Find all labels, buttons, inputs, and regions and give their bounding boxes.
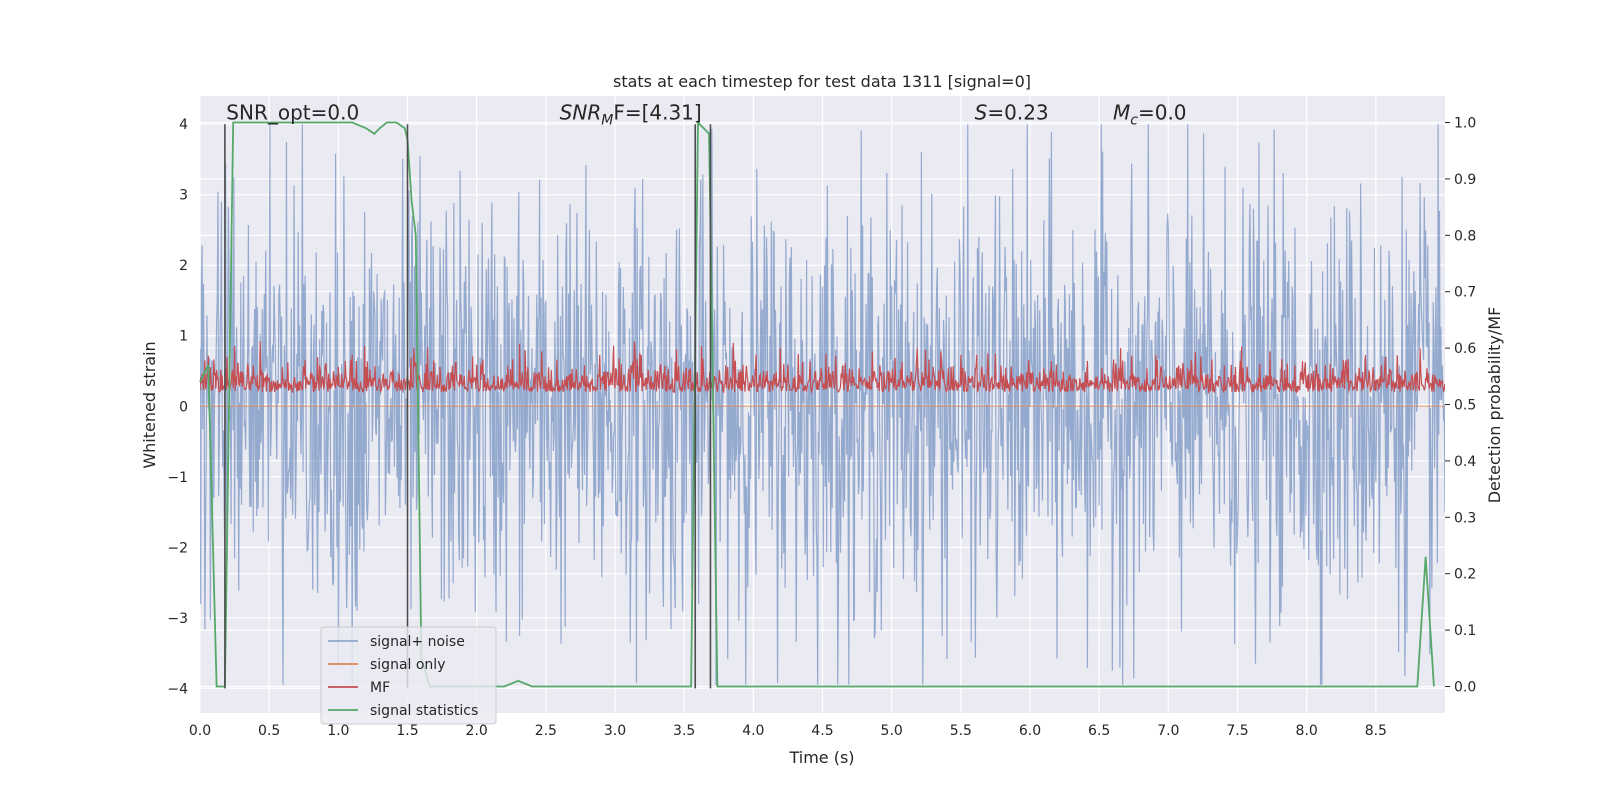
- y-tick-label: −3: [167, 611, 188, 627]
- y2-tick-label: 1.0: [1454, 116, 1476, 132]
- x-tick-label: 4.5: [811, 723, 833, 739]
- y-tick-label: −1: [167, 470, 188, 486]
- y2-tick-label: 0.6: [1454, 341, 1476, 357]
- legend-label: MF: [370, 680, 390, 696]
- y-tick-label: 2: [179, 258, 188, 274]
- x-tick-label: 4.0: [742, 723, 764, 739]
- x-tick-label: 8.0: [1296, 723, 1318, 739]
- y-tick-label: 3: [179, 188, 188, 204]
- y-tick-label: −2: [167, 540, 188, 556]
- x-tick-label: 1.0: [327, 723, 349, 739]
- chart-title: stats at each timestep for test data 131…: [613, 72, 1031, 91]
- y2-tick-label: 0.5: [1454, 398, 1476, 414]
- x-tick-label: 0.5: [258, 723, 280, 739]
- x-tick-label: 2.5: [535, 723, 557, 739]
- y2-axis-ticks: 1.0 0.9 0.8 0.7 0.6 0.5 0.4 0.3 0.2 0.1 0.0: [1445, 116, 1476, 695]
- x-tick-label: 0.0: [189, 723, 211, 739]
- y2-tick-label: 0.0: [1454, 679, 1476, 695]
- y2-tick-label: 0.9: [1454, 172, 1476, 188]
- y2-tick-label: 0.8: [1454, 228, 1476, 244]
- legend-box: [320, 626, 497, 725]
- y2-tick-label: 0.1: [1454, 623, 1476, 639]
- x-tick-label: 8.5: [1365, 723, 1387, 739]
- annotation: SNRMF=[4.31]: [560, 101, 702, 129]
- y2-tick-label: 0.2: [1454, 567, 1476, 583]
- annotation: Mc=0.0: [1113, 101, 1187, 129]
- x-axis-ticks: 0.0 0.5 1.0 1.5 2.0 2.5 3.0 3.5 4.0 4.5 5.0 5.5 6.0 6…: [189, 723, 1387, 739]
- x-tick-label: 7.5: [1226, 723, 1248, 739]
- y-tick-label: 1: [179, 329, 188, 345]
- legend-label: signal only: [370, 657, 445, 673]
- x-tick-label: 3.0: [604, 723, 626, 739]
- y-axis-ticks: 4 3 2 1 0 −1 −2 −3 −4: [167, 117, 188, 697]
- y2-tick-label: 0.3: [1454, 510, 1476, 526]
- x-tick-label: 2.0: [466, 723, 488, 739]
- x-tick-label: 6.0: [1019, 723, 1041, 739]
- y-tick-label: 4: [179, 117, 188, 133]
- x-tick-label: 7.0: [1157, 723, 1179, 739]
- y-axis-label: Whitened strain: [140, 341, 159, 468]
- annotation: SNR_opt=0.0: [226, 101, 359, 125]
- y-tick-label: 0: [179, 399, 188, 415]
- y2-tick-label: 0.4: [1454, 454, 1476, 470]
- x-tick-label: 3.5: [673, 723, 695, 739]
- legend: signal+ noise signal only MF signal statist…: [320, 626, 497, 725]
- legend-label: signal statistics: [370, 703, 478, 719]
- x-tick-label: 5.0: [881, 723, 903, 739]
- x-tick-label: 1.5: [396, 723, 418, 739]
- y-tick-label: −4: [167, 681, 188, 697]
- x-tick-label: 5.5: [950, 723, 972, 739]
- annotations: SNR_opt=0.0 SNRMF=[4.31] S=0.23 Mc=0.0: [226, 101, 1186, 129]
- annotation: S=0.23: [975, 101, 1049, 125]
- legend-label: signal+ noise: [370, 634, 465, 650]
- y2-tick-label: 0.7: [1454, 285, 1476, 301]
- vline-layer: [224, 124, 712, 689]
- x-tick-label: 6.5: [1088, 723, 1110, 739]
- x-axis-label: Time (s): [788, 748, 854, 767]
- y2-axis-label: Detection probability/MF: [1485, 307, 1504, 504]
